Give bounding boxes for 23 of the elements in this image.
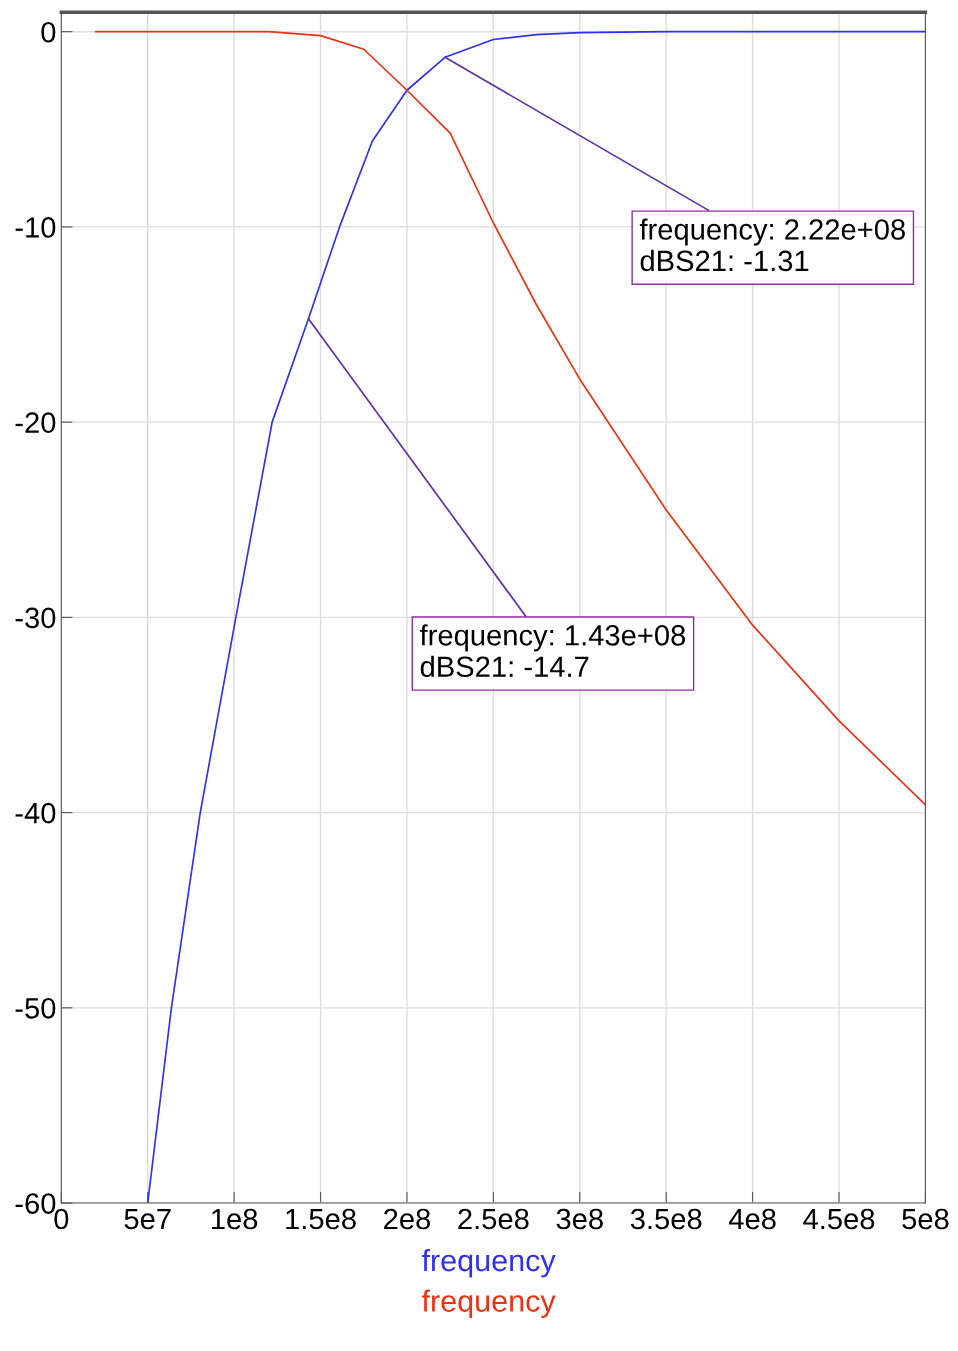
annotation: frequency: 2.22e+08 dBS21: -1.31 [639,218,905,272]
x-tick-label: 5e8 [902,1208,949,1230]
x-tick-label: 4.5e8 [803,1208,875,1230]
y-tick-label: -30 [15,607,56,629]
y-tick-label: -50 [15,998,56,1019]
x-tick-label: 1.5e8 [286,1208,356,1230]
y-tick-label: -10 [15,217,56,238]
x-tick-label: 2e8 [384,1208,431,1230]
x-tick-label: 5e7 [124,1209,171,1230]
y-tick-label: -60 [15,1193,56,1214]
x-tick-label: 3e8 [556,1208,603,1230]
text: frequency [421,1248,556,1278]
x-tick-label: 2.5e8 [458,1208,529,1230]
annotation: frequency: 1.43e+08 dBS21: -14.7 [419,624,686,678]
x-tick-label: 4e8 [728,1208,776,1230]
x-tick-label: 1e8 [212,1208,258,1230]
y-tick-label: 0 [41,21,56,43]
x-tick-label: 3.5e8 [630,1208,702,1230]
line-series [146,30,926,1204]
y-tick-label: -40 [15,802,56,824]
y-tick-label: -20 [15,412,56,433]
text: frequency [421,1289,556,1318]
line-series [95,30,926,806]
